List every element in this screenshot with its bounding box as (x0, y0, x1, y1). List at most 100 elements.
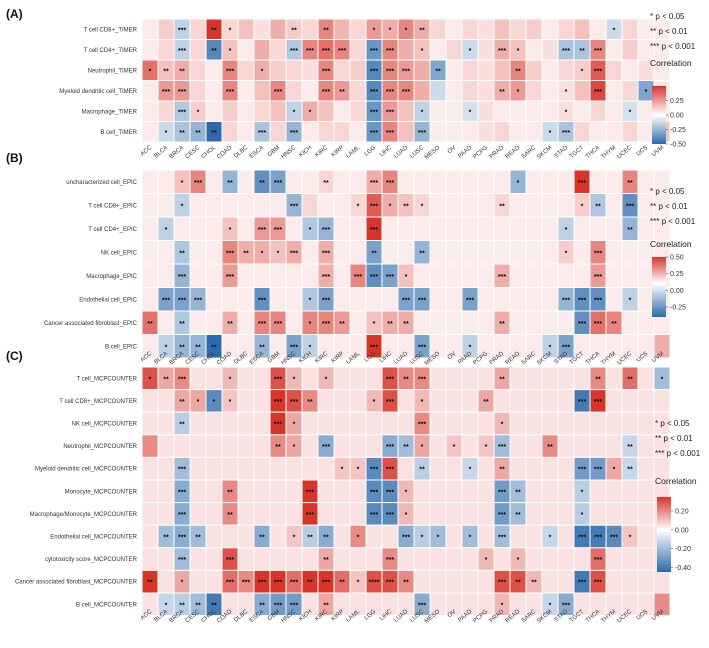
significance-star: * (581, 203, 584, 210)
significance-star: *** (578, 180, 586, 187)
significance-star: * (229, 399, 232, 406)
heatmap-cell (541, 547, 559, 571)
significance-star: *** (386, 130, 394, 137)
heatmap-cell (445, 59, 463, 81)
heatmap-cell (349, 39, 367, 61)
heatmap-cell (605, 100, 623, 122)
significance-star: * (293, 109, 296, 116)
heatmap-cell (477, 169, 495, 194)
significance-star: ** (227, 489, 233, 496)
significance-star: *** (226, 250, 234, 257)
row-label: NK cell_EPIC (101, 250, 138, 256)
panel-label: (B) (6, 151, 23, 165)
significance-star: *** (386, 399, 394, 406)
heatmap-cell (573, 18, 591, 40)
significance-star: *** (322, 227, 330, 234)
significance-star: * (581, 68, 584, 75)
significance-star: ** (147, 321, 153, 328)
significance-star: ** (323, 180, 329, 187)
column-label: OV (447, 145, 457, 155)
heatmap-cell (637, 479, 655, 504)
heatmap-cell (253, 502, 271, 526)
heatmap-cell (637, 456, 655, 481)
heatmap-cell (237, 39, 255, 61)
heatmap-cell (205, 479, 223, 504)
significance-star: ** (579, 48, 585, 55)
significance-star: *** (578, 399, 586, 406)
significance-star: *** (402, 89, 410, 96)
heatmap-cell (557, 434, 575, 458)
heatmap-cell (205, 569, 223, 594)
significance-star: *** (258, 227, 266, 234)
significance-star: ** (259, 535, 265, 542)
heatmap-cell (429, 100, 447, 122)
heatmap-cell (509, 456, 527, 481)
significance-star: *** (226, 68, 234, 75)
heatmap-cell (621, 569, 639, 594)
colorbar-title: Correlation (650, 239, 692, 249)
heatmap-cell (413, 569, 431, 594)
significance-star: *** (178, 274, 186, 281)
heatmap-cell (541, 169, 559, 194)
heatmap-cell (461, 263, 479, 288)
significance-star: *** (322, 274, 330, 281)
heatmap-cell (461, 121, 479, 143)
heatmap-cell (413, 59, 431, 81)
significance-star: *** (498, 535, 506, 542)
significance-star: * (549, 602, 552, 609)
heatmap-cell (509, 18, 527, 40)
significance-star: * (405, 489, 408, 496)
heatmap-cell (301, 18, 319, 40)
significance-star: * (309, 321, 312, 328)
colorbar-tick-label: -0.40 (675, 565, 691, 572)
column-label: PAAD (457, 145, 474, 160)
row-label: T cell_MCPCOUNTER (76, 376, 137, 382)
significance-star: *** (370, 89, 378, 96)
heatmap-cell (461, 502, 479, 526)
heatmap-cell (557, 547, 575, 571)
significance-star: * (213, 399, 216, 406)
row-label: Macrophage_TIMER (82, 109, 138, 115)
heatmap-cell (493, 18, 511, 40)
heatmap-cell (605, 434, 623, 458)
heatmap-cell (621, 121, 639, 143)
heatmap-cell (221, 524, 239, 549)
heatmap-cell (397, 121, 415, 143)
heatmap-cell (589, 18, 607, 40)
significance-star: ** (163, 376, 169, 383)
significance-star: * (613, 27, 616, 34)
heatmap-cell (141, 502, 159, 526)
significance-star: *** (178, 376, 186, 383)
heatmap-cell (205, 547, 223, 571)
heatmap-cell (317, 121, 335, 143)
heatmap-cell (221, 121, 239, 143)
heatmap-cell (445, 569, 463, 594)
heatmap-cell (397, 411, 415, 436)
significance-star: * (421, 535, 424, 542)
significance-star: *** (594, 274, 602, 281)
heatmap-cell (317, 389, 335, 413)
heatmap-cell (509, 121, 527, 143)
column-label: OV (447, 609, 457, 619)
significance-star: * (565, 250, 568, 257)
significance-star: *** (466, 297, 474, 304)
row-label: T cell CD4+_TIMER (84, 48, 138, 54)
significance-star: *** (274, 227, 282, 234)
heatmap-cell (493, 121, 511, 143)
significance-star: ** (195, 344, 201, 351)
heatmap-cell (589, 169, 607, 194)
heatmap-cell (205, 169, 223, 194)
heatmap-cell (173, 434, 191, 458)
column-label: BLCA (153, 145, 169, 160)
heatmap-cell (205, 193, 223, 218)
heatmap-cell (237, 59, 255, 81)
heatmap-cell (397, 240, 415, 265)
significance-star: *** (498, 580, 506, 587)
heatmap-cell (189, 39, 207, 61)
heatmap-cell (189, 263, 207, 288)
heatmap-cell (477, 193, 495, 218)
heatmap-cell (429, 456, 447, 481)
panel-label: (C) (6, 349, 23, 363)
heatmap-cell (205, 411, 223, 436)
heatmap-cell (141, 389, 159, 413)
